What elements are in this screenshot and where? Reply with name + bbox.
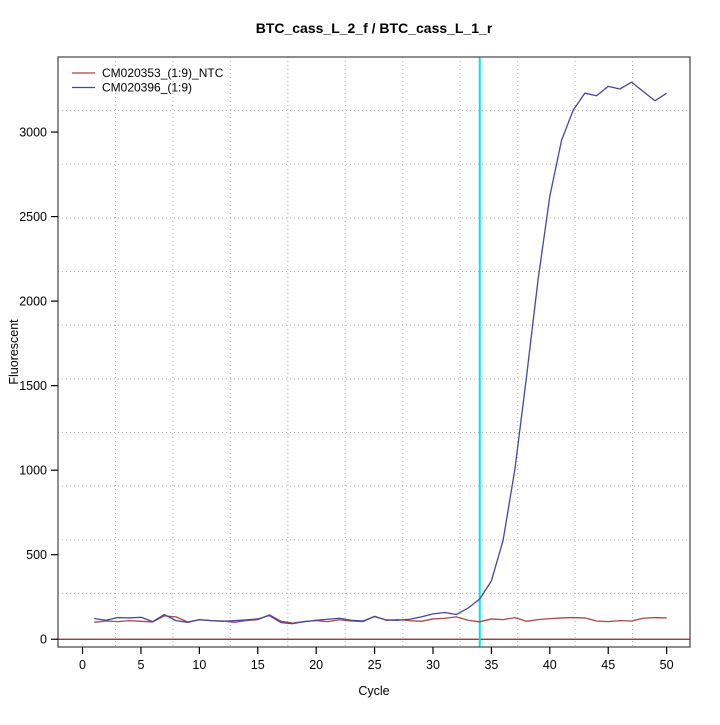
series-line-0 <box>94 614 667 624</box>
y-axis-label: Fluorescent <box>7 319 21 385</box>
x-axis-ticks: 0 5 10 15 20 25 30 35 40 45 50 <box>79 647 674 672</box>
x-tick-label: 30 <box>426 658 440 672</box>
y-tick-label: 3000 <box>19 126 47 140</box>
y-tick-label: 1000 <box>19 464 47 478</box>
y-tick-label: 0 <box>40 633 47 647</box>
y-tick-label: 2000 <box>19 295 47 309</box>
x-tick-label: 40 <box>543 658 557 672</box>
chart-title: BTC_cass_L_2_f / BTC_cass_L_1_r <box>256 20 493 36</box>
y-axis-ticks: 0 500 1000 1500 2000 2500 3000 <box>19 126 58 647</box>
x-tick-label: 35 <box>484 658 498 672</box>
series-line-1 <box>94 81 667 625</box>
x-tick-label: 45 <box>601 658 615 672</box>
y-tick-label: 1500 <box>19 379 47 393</box>
x-tick-label: 50 <box>660 658 674 672</box>
x-axis-label: Cycle <box>358 684 389 698</box>
x-tick-label: 20 <box>309 658 323 672</box>
y-tick-label: 500 <box>26 548 47 562</box>
legend-label: CM020353_(1:9)_NTC <box>102 66 224 80</box>
x-tick-label: 0 <box>79 658 86 672</box>
plot-box <box>57 56 691 648</box>
legend-label: CM020396_(1:9) <box>102 81 192 95</box>
y-tick-label: 2500 <box>19 210 47 224</box>
series-curves <box>94 81 667 625</box>
grid-lines <box>58 57 690 647</box>
x-tick-label: 15 <box>251 658 265 672</box>
x-tick-label: 25 <box>368 658 382 672</box>
x-tick-label: 5 <box>137 658 144 672</box>
x-tick-label: 10 <box>192 658 206 672</box>
